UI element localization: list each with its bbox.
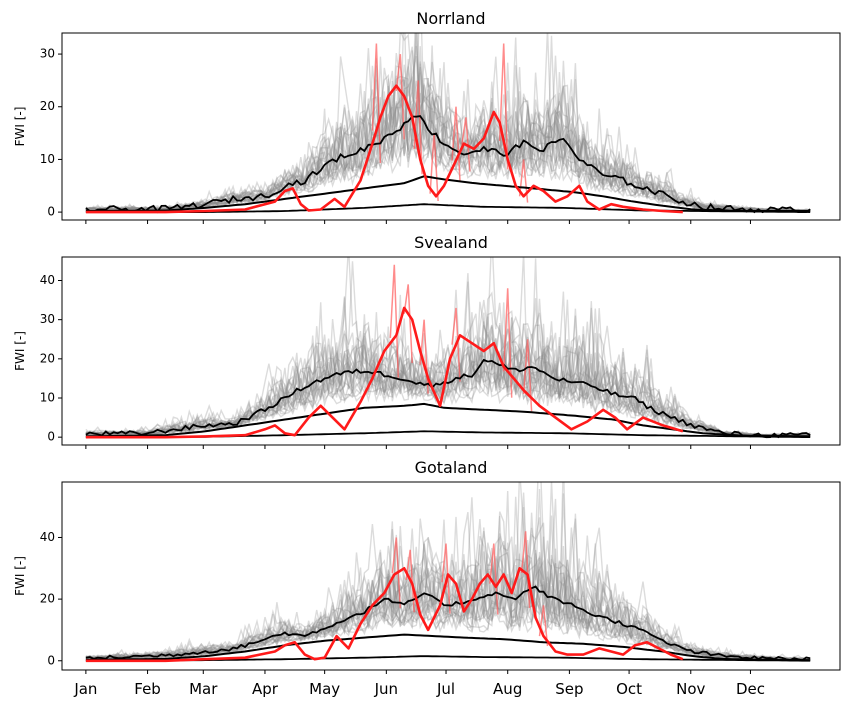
highlight-line (85, 84, 683, 214)
xtick-label: Dec (736, 680, 765, 698)
ensemble-line (85, 548, 811, 661)
ensemble-line (85, 281, 811, 437)
ytick-label: 20 (40, 99, 55, 113)
highlight-spike (489, 543, 499, 615)
panel-gotaland: 0 20 40 Gotaland FWI [-] Jan Feb Mar Apr May Jun Ju… (13, 458, 841, 698)
ensemble-line (85, 564, 811, 661)
ytick-label: 30 (40, 47, 55, 61)
highlight-spike (451, 307, 461, 382)
ensemble-line (85, 564, 811, 660)
highlight-spike (403, 284, 413, 364)
highlight-spike (441, 543, 451, 614)
highlight-spike (502, 288, 513, 398)
ensemble-line (85, 482, 811, 661)
ensemble-line (85, 521, 811, 661)
highlight-spike (538, 605, 549, 647)
ensemble-line (85, 61, 811, 212)
xtick-label: Jul (436, 680, 455, 698)
plot-area (85, 482, 811, 663)
y-axis-label: FWI [-] (13, 107, 27, 147)
ytick-label: 20 (40, 351, 55, 365)
panel-norrland: 0 10 20 30 Norrland FWI [-] (13, 9, 841, 224)
xtick-label: Apr (252, 680, 279, 698)
ensemble-line (85, 536, 811, 661)
ytick-label: 10 (40, 391, 55, 405)
ensemble-line (85, 497, 811, 661)
ensemble-line (85, 103, 811, 212)
ytick-label: 0 (47, 205, 55, 219)
highlight-spike (498, 43, 509, 170)
median-line (85, 402, 811, 438)
axes-frame (61, 32, 841, 221)
upper-line (85, 585, 811, 662)
ensemble-line (85, 56, 811, 212)
ensemble-line (85, 33, 811, 212)
xtick-label: Sep (555, 680, 583, 698)
highlight-spike (522, 339, 533, 412)
ensemble-line (85, 63, 811, 212)
upper-line (85, 358, 811, 439)
ensemble-line (85, 317, 811, 437)
highlight-spike (389, 264, 400, 378)
plot-area (85, 257, 811, 439)
xtick-label: Nov (676, 680, 705, 698)
ytick-label: 0 (47, 430, 55, 444)
ytick-label: 0 (47, 653, 55, 667)
highlight-line (85, 306, 684, 439)
ensemble-line (85, 335, 811, 437)
ensemble-line (85, 62, 811, 212)
ensemble-line (85, 482, 811, 660)
xtick-label: Feb (134, 680, 161, 698)
ensemble-line (85, 490, 811, 661)
ensemble-line (85, 515, 811, 660)
ensemble-line (85, 549, 811, 661)
panel-title: Norrland (416, 9, 485, 28)
xtick-label: Jun (374, 680, 398, 698)
ensemble-line (85, 545, 811, 661)
ensemble-line (85, 258, 811, 437)
highlight-spike (391, 537, 402, 609)
ensemble-line (85, 273, 811, 437)
panel-svealand: 0 10 20 30 40 Svealand FWI [-] (13, 233, 841, 449)
ensemble-line (85, 534, 811, 661)
highlight-spike (413, 80, 423, 175)
ensemble-line (85, 257, 811, 437)
ytick-label: 30 (40, 312, 55, 326)
highlight-spike (395, 54, 405, 140)
xtick-label: Oct (616, 680, 642, 698)
highlight-line (85, 567, 684, 663)
ytick-label: 10 (40, 152, 55, 166)
ensemble-line (85, 75, 811, 212)
xtick-label: May (309, 680, 340, 698)
upper-line (85, 115, 811, 214)
xtick-label: Mar (189, 680, 218, 698)
ensemble-line (85, 317, 811, 437)
ensemble-line (85, 37, 811, 212)
panel-title: Gotaland (415, 458, 488, 477)
axes-frame (61, 256, 841, 446)
median-line (85, 633, 811, 662)
ytick-label: 40 (40, 273, 55, 287)
highlight-spike (419, 319, 429, 394)
ensemble-line (85, 35, 811, 212)
plot-area (85, 33, 811, 214)
axes-frame (61, 481, 841, 671)
ensemble-line (85, 326, 811, 437)
ensemble-line (85, 55, 811, 212)
ensemble-line (85, 46, 811, 212)
ensemble-line (85, 522, 811, 661)
xtick-label: Jan (73, 680, 97, 698)
panel-title: Svealand (414, 233, 488, 252)
ensemble-line (85, 291, 811, 437)
xtick-label: Aug (493, 680, 522, 698)
ensemble-line (85, 507, 811, 661)
y-axis-label: FWI [-] (13, 331, 27, 371)
ensemble-line (85, 312, 811, 437)
ytick-label: 40 (40, 530, 55, 544)
y-axis-label: FWI [-] (13, 556, 27, 596)
ensemble-line (85, 45, 811, 212)
ytick-label: 20 (40, 592, 55, 606)
